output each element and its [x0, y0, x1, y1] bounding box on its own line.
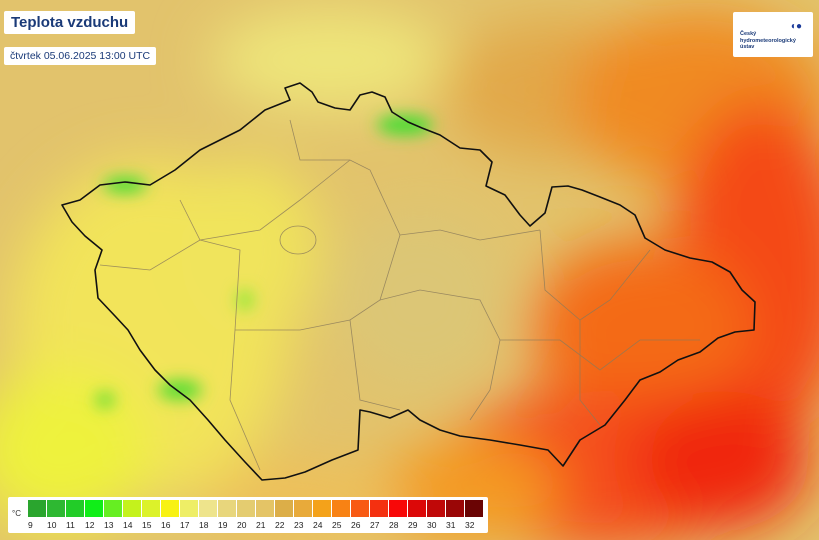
legend-item: 28 [389, 500, 408, 530]
legend-label: 16 [161, 520, 171, 530]
legend-swatch [351, 500, 369, 517]
legend-label: 26 [351, 520, 361, 530]
legend-swatch [446, 500, 464, 517]
legend-item: 16 [161, 500, 180, 530]
legend-item: 31 [446, 500, 465, 530]
legend-swatch [427, 500, 445, 517]
legend-item: 12 [85, 500, 104, 530]
legend-swatch [465, 500, 483, 517]
chmi-logo-icon: ◐● [790, 21, 802, 32]
legend-swatch [104, 500, 122, 517]
legend-item: 26 [351, 500, 370, 530]
legend-swatches: 9 10 11 12 13 14 15 16 17 18 19 20 21 22 23 24 25 26 27 28 2… [28, 500, 484, 530]
legend-label: 13 [104, 520, 114, 530]
legend-item: 32 [465, 500, 484, 530]
legend-label: 18 [199, 520, 209, 530]
legend-item: 10 [47, 500, 66, 530]
legend-swatch [275, 500, 293, 517]
legend-item: 11 [66, 500, 85, 530]
legend-label: 30 [427, 520, 437, 530]
legend-item: 17 [180, 500, 199, 530]
legend-swatch [47, 500, 65, 517]
legend-item: 15 [142, 500, 161, 530]
legend-label: 12 [85, 520, 95, 530]
legend-swatch [389, 500, 407, 517]
temperature-legend: °C 9 10 11 12 13 14 15 16 17 18 19 20 21 22 23 24 25 26 27… [8, 497, 488, 533]
chmi-logo[interactable]: ◐● Český hydrometeorologický ústav [733, 12, 813, 57]
legend-swatch [294, 500, 312, 517]
legend-item: 20 [237, 500, 256, 530]
legend-label: 11 [66, 520, 75, 530]
legend-item: 18 [199, 500, 218, 530]
legend-label: 15 [142, 520, 152, 530]
legend-label: 24 [313, 520, 323, 530]
legend-item: 22 [275, 500, 294, 530]
legend-label: 22 [275, 520, 285, 530]
legend-label: 25 [332, 520, 342, 530]
legend-label: 21 [256, 520, 266, 530]
legend-swatch [218, 500, 236, 517]
legend-unit: °C [12, 509, 21, 518]
legend-label: 29 [408, 520, 418, 530]
legend-swatch [142, 500, 160, 517]
legend-swatch [66, 500, 84, 517]
legend-label: 10 [47, 520, 57, 530]
legend-item: 19 [218, 500, 237, 530]
legend-swatch [313, 500, 331, 517]
legend-label: 9 [28, 520, 33, 530]
forecast-datetime: čtvrtek 05.06.2025 13:00 UTC [4, 47, 157, 65]
legend-label: 23 [294, 520, 304, 530]
legend-item: 21 [256, 500, 275, 530]
legend-label: 14 [123, 520, 133, 530]
legend-swatch [199, 500, 217, 517]
legend-item: 25 [332, 500, 351, 530]
legend-item: 30 [427, 500, 446, 530]
logo-text: Český hydrometeorologický ústav [740, 31, 796, 50]
legend-label: 27 [370, 520, 380, 530]
legend-swatch [408, 500, 426, 517]
region-borders [99, 119, 700, 471]
legend-item: 23 [294, 500, 313, 530]
legend-item: 14 [123, 500, 142, 530]
legend-swatch [85, 500, 103, 517]
legend-item: 24 [313, 500, 332, 530]
legend-label: 31 [446, 520, 456, 530]
legend-label: 19 [218, 520, 228, 530]
map-title: Teplota vzduchu [4, 11, 136, 34]
legend-swatch [123, 500, 141, 517]
legend-label: 32 [465, 520, 475, 530]
legend-swatch [256, 500, 274, 517]
legend-swatch [370, 500, 388, 517]
legend-swatch [237, 500, 255, 517]
country-border [61, 82, 756, 481]
legend-swatch [332, 500, 350, 517]
legend-item: 29 [408, 500, 427, 530]
legend-label: 17 [180, 520, 190, 530]
legend-swatch [28, 500, 46, 517]
legend-swatch [161, 500, 179, 517]
legend-label: 28 [389, 520, 399, 530]
legend-label: 20 [237, 520, 247, 530]
legend-item: 9 [28, 500, 47, 530]
legend-item: 27 [370, 500, 389, 530]
legend-swatch [180, 500, 198, 517]
legend-item: 13 [104, 500, 123, 530]
